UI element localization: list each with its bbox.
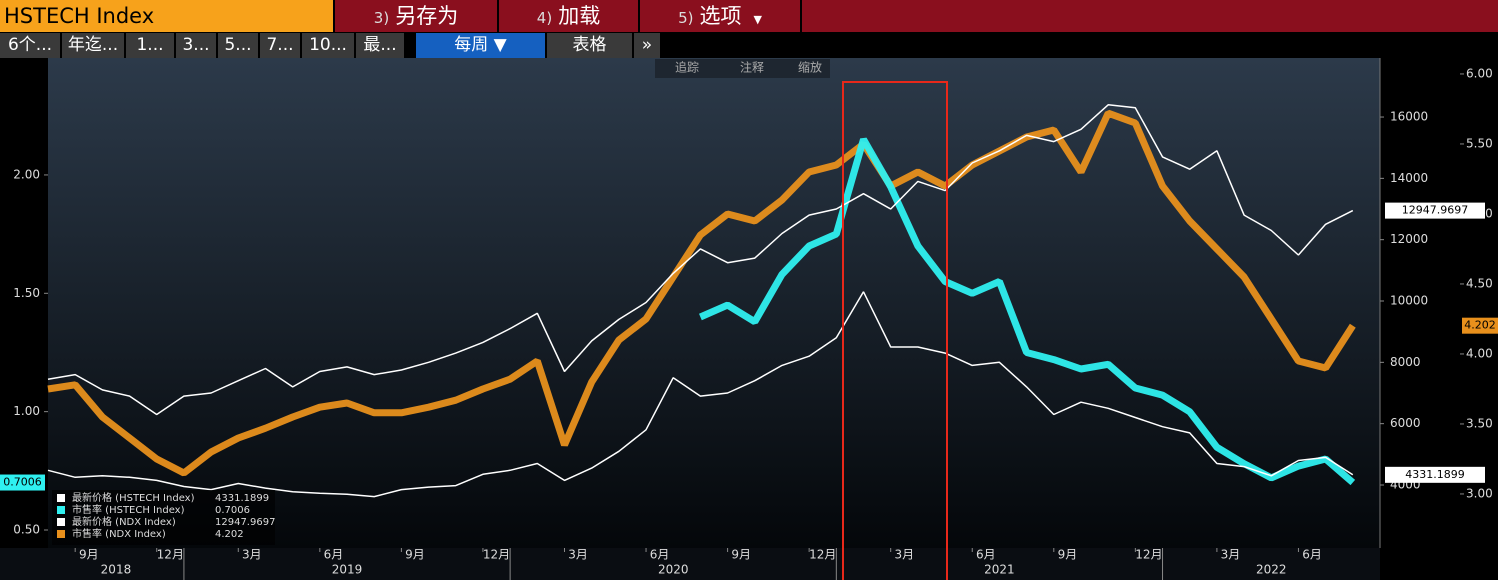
layer: 0.501.001.502.00400060008000100001200014…: [0, 66, 1498, 580]
chart: 追踪 注释 缩放 0.501.001.502.00400060008000100…: [0, 58, 1498, 580]
period-button[interactable]: 7...: [260, 33, 300, 58]
year-label: 2022: [1256, 563, 1287, 577]
period-button[interactable]: 1...: [126, 33, 174, 58]
x-axis-band: [0, 548, 1380, 580]
legend-value: 0.7006: [215, 505, 250, 516]
y-tick-label: 3.00: [1466, 486, 1493, 500]
period-button[interactable]: 10...: [302, 33, 354, 58]
x-tick-label: 12月: [483, 548, 510, 562]
toolbar-fill: [802, 0, 1498, 32]
series-line: [47, 109, 1356, 477]
button-label: 选项: [699, 4, 742, 28]
y-tick-label: 5.50: [1466, 136, 1493, 150]
button-label: 加载: [558, 4, 601, 28]
y-tick-label: 3.50: [1466, 416, 1493, 430]
period-button[interactable]: 3...: [176, 33, 216, 58]
x-tick-label: 3月: [1221, 548, 1241, 562]
x-tick-label: 6月: [976, 548, 996, 562]
highlight-box: [842, 81, 948, 580]
x-tick-label: 6月: [324, 548, 344, 562]
x-tick-label: 9月: [79, 548, 99, 562]
x-tick-label: 6月: [1302, 548, 1322, 562]
button-number: 3): [373, 9, 390, 27]
value-tag: [1385, 466, 1485, 483]
value-tag-label: 12947.9697: [1402, 204, 1468, 217]
y-tick-label: 1.50: [13, 286, 40, 300]
y-tick-label: 6000: [1390, 416, 1421, 430]
button[interactable]: 5) 选项 ▼: [640, 0, 800, 32]
value-tag: [1385, 202, 1485, 219]
x-tick-label: 9月: [1058, 548, 1078, 562]
y-tick-label: 6.00: [1466, 66, 1493, 80]
value-tag: [0, 474, 45, 491]
button[interactable]: 4) 加载: [499, 0, 638, 32]
period-button[interactable]: 最...: [356, 33, 404, 58]
legend-label: 市售率 (NDX Index): [72, 527, 166, 540]
button-number: 4): [536, 9, 553, 27]
year-label: 2018: [101, 563, 132, 577]
period-button[interactable]: 年迄...: [62, 33, 124, 58]
dropdown-arrow: ▼: [753, 13, 762, 26]
legend-swatch: [57, 518, 65, 526]
period-button[interactable]: 5...: [218, 33, 258, 58]
value-tag: [1462, 317, 1498, 334]
legend-swatch: [57, 530, 65, 538]
plot-area: [48, 58, 1380, 548]
x-tick-label: 12月: [157, 548, 184, 562]
y-tick-label: 4.50: [1466, 276, 1493, 290]
x-tick-label: 3月: [242, 548, 262, 562]
tool[interactable]: 注释: [740, 60, 764, 75]
x-tick-label: 3月: [894, 548, 914, 562]
tool[interactable]: 追踪: [675, 60, 699, 75]
button-label: 另存为: [395, 4, 459, 28]
security-field[interactable]: HSTECH Index: [0, 0, 333, 32]
table-button[interactable]: 表格: [547, 33, 632, 58]
y-tick-label: 2.00: [13, 167, 40, 181]
legend-swatch: [57, 494, 65, 502]
x-tick-label: 9月: [405, 548, 425, 562]
y-tick-label: 12000: [1390, 232, 1428, 246]
y-tick-label: 1.00: [13, 404, 40, 418]
value-tag-label: 4.202: [1464, 319, 1496, 332]
button[interactable]: 3) 另存为: [335, 0, 497, 32]
legend-label: 最新价格 (HSTECH Index): [72, 491, 195, 504]
tool[interactable]: 缩放: [798, 60, 822, 75]
legend-value: 4331.1899: [215, 493, 269, 504]
y-tick-label: 16000: [1390, 110, 1428, 124]
value-tag-label: 4331.1899: [1405, 468, 1465, 481]
legend-label: 最新价格 (NDX Index): [72, 515, 176, 528]
value-tag-label: 0.7006: [3, 476, 42, 489]
y-tick-label: 10000: [1390, 294, 1428, 308]
period-button[interactable]: 6个...: [0, 33, 60, 58]
x-tick-label: 3月: [568, 548, 588, 562]
legend: [52, 490, 275, 545]
x-tick-label: 9月: [731, 548, 751, 562]
series-line: [47, 291, 1354, 498]
more-button[interactable]: »: [634, 33, 660, 58]
button-number: 5): [678, 9, 694, 27]
y-tick-label: 14000: [1390, 171, 1428, 185]
x-tick-label: 6月: [650, 548, 670, 562]
x-tick-label: 12月: [809, 548, 836, 562]
series-line: [698, 137, 1356, 486]
year-label: 2020: [658, 563, 689, 577]
year-label: 2019: [332, 563, 363, 577]
legend-value: 12947.9697: [215, 517, 275, 528]
chart-tools: [655, 59, 830, 78]
legend-swatch: [57, 506, 65, 514]
y-tick-label: 0.50: [13, 523, 40, 537]
legend-value: 4.202: [215, 529, 244, 540]
series-line: [47, 104, 1354, 416]
y-tick-label: 8000: [1390, 355, 1421, 369]
year-label: 2021: [984, 563, 1015, 577]
y-tick-label: 4.00: [1466, 346, 1493, 360]
legend-label: 市售率 (HSTECH Index): [72, 503, 185, 516]
x-tick-label: 12月: [1135, 548, 1162, 562]
frequency[interactable]: 每周 ▼: [416, 33, 545, 58]
